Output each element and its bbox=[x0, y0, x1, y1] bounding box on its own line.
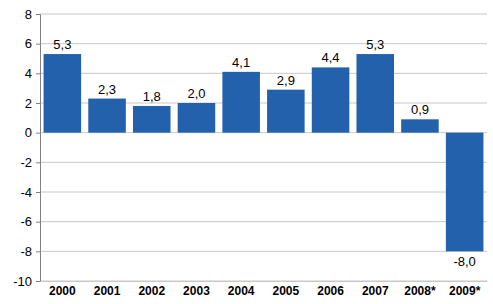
data-label: 5,3 bbox=[53, 37, 71, 52]
data-label: 4,4 bbox=[322, 50, 340, 65]
x-tick: 2004 bbox=[228, 281, 255, 298]
data-label: 2,0 bbox=[187, 86, 205, 101]
x-tick-label: 2007 bbox=[362, 284, 389, 298]
data-label: 4,1 bbox=[232, 55, 250, 70]
x-tick-label: 2000 bbox=[49, 284, 76, 298]
y-tick-mark bbox=[36, 192, 40, 193]
x-tick-label: 2003 bbox=[183, 284, 210, 298]
y-tick-mark bbox=[36, 222, 40, 223]
x-tick: 2008* bbox=[404, 281, 436, 298]
x-tick: 2006 bbox=[317, 281, 344, 298]
grid-line bbox=[40, 73, 487, 74]
y-tick: 4 bbox=[25, 66, 40, 81]
y-tick-label: -8 bbox=[20, 244, 32, 259]
y-tick-label: 0 bbox=[25, 125, 32, 140]
x-axis-line bbox=[41, 281, 488, 282]
y-tick: 2 bbox=[25, 96, 40, 111]
grid-line bbox=[40, 43, 487, 44]
x-tick: 2007 bbox=[362, 281, 389, 298]
y-tick-label: -2 bbox=[20, 155, 32, 170]
grid-line bbox=[40, 221, 487, 222]
data-label: -8,0 bbox=[453, 254, 475, 269]
bars bbox=[44, 54, 484, 251]
grid-line bbox=[40, 192, 487, 193]
bar bbox=[178, 103, 216, 133]
bar bbox=[356, 54, 394, 133]
grid-line bbox=[40, 281, 487, 282]
data-label: 1,8 bbox=[143, 89, 161, 104]
y-tick: -10 bbox=[13, 274, 40, 289]
grid-line bbox=[40, 251, 487, 252]
y-tick-label: 4 bbox=[25, 66, 32, 81]
x-tick: 2002 bbox=[138, 281, 165, 298]
x-tick: 2003 bbox=[183, 281, 210, 298]
y-axis: -10 -8 -6 -4 -2 0 2 4 6 8 bbox=[13, 7, 40, 289]
bar bbox=[88, 99, 126, 133]
y-tick-label: 2 bbox=[25, 96, 32, 111]
x-tick-label: 2008* bbox=[404, 284, 436, 298]
y-tick: -8 bbox=[20, 244, 40, 259]
x-tick: 2001 bbox=[94, 281, 121, 298]
x-tick-label: 2001 bbox=[94, 284, 121, 298]
y-tick-label: 8 bbox=[25, 7, 32, 22]
x-tick-label: 2009* bbox=[449, 284, 481, 298]
data-label: 2,3 bbox=[98, 82, 116, 97]
bar bbox=[44, 54, 82, 133]
y-tick: -2 bbox=[20, 155, 40, 170]
data-label: 5,3 bbox=[366, 37, 384, 52]
bar bbox=[446, 133, 484, 252]
bar bbox=[312, 67, 350, 132]
x-tick-label: 2005 bbox=[272, 284, 299, 298]
y-tick: 8 bbox=[25, 7, 40, 22]
bar bbox=[133, 106, 171, 133]
y-tick-mark bbox=[36, 281, 40, 282]
data-label: 0,9 bbox=[411, 102, 429, 117]
y-tick-label: -6 bbox=[20, 214, 32, 229]
x-tick: 2005 bbox=[272, 281, 299, 298]
y-tick-label: 6 bbox=[25, 36, 32, 51]
plot: -10 -8 -6 -4 -2 0 2 4 6 8 2000 2001 2002 2003 2004 2005… bbox=[13, 7, 487, 298]
y-tick-mark bbox=[36, 103, 40, 104]
x-tick: 2000 bbox=[49, 281, 76, 298]
y-tick-mark bbox=[36, 44, 40, 45]
y-tick-mark bbox=[36, 133, 40, 134]
grid-line bbox=[40, 162, 487, 163]
y-tick: 0 bbox=[25, 125, 40, 140]
y-tick-mark bbox=[36, 251, 40, 252]
x-tick-label: 2004 bbox=[228, 284, 255, 298]
bar bbox=[267, 90, 305, 133]
y-tick-mark bbox=[36, 162, 40, 163]
y-tick: -4 bbox=[20, 185, 40, 200]
y-tick-label: -10 bbox=[13, 274, 32, 289]
y-tick-mark bbox=[36, 14, 40, 15]
y-tick: 6 bbox=[25, 36, 40, 51]
grid bbox=[40, 14, 487, 281]
y-tick: -6 bbox=[20, 214, 40, 229]
data-label: 2,9 bbox=[277, 73, 295, 88]
chart: -10 -8 -6 -4 -2 0 2 4 6 8 2000 2001 2002 2003 2004 2005… bbox=[0, 0, 493, 304]
y-tick-mark bbox=[36, 73, 40, 74]
bar bbox=[401, 119, 439, 132]
bar bbox=[222, 72, 260, 133]
grid-line bbox=[40, 14, 487, 15]
y-axis-line bbox=[36, 15, 41, 282]
x-tick-label: 2006 bbox=[317, 284, 344, 298]
y-tick-label: -4 bbox=[20, 185, 32, 200]
x-tick: 2009* bbox=[449, 281, 481, 298]
x-tick-label: 2002 bbox=[138, 284, 165, 298]
data-labels: 5,3 2,3 1,8 2,0 4,1 2,9 4,4 5,3 0,9 -8,0 bbox=[53, 37, 476, 269]
x-axis: 2000 2001 2002 2003 2004 2005 2006 2007 2008* 200… bbox=[41, 281, 488, 298]
